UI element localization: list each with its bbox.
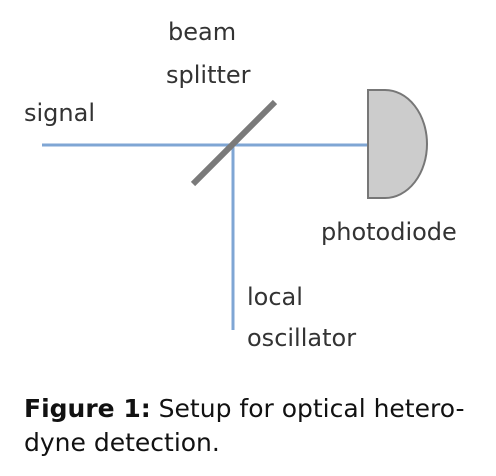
caption-line-1: Figure 1: Setup for optical hetero- <box>24 392 474 426</box>
photodiode-icon <box>367 89 428 199</box>
beam-splitter-label-line2: splitter <box>166 61 251 89</box>
caption-figure-number: Figure 1: <box>24 394 151 423</box>
local-oscillator-label-line1: local <box>247 283 303 311</box>
figure-caption: Figure 1: Setup for optical hetero- dyne… <box>24 392 474 460</box>
signal-label: signal <box>24 99 95 127</box>
beam-splitter-label-line1: beam <box>168 18 236 46</box>
caption-line-2: dyne detection. <box>24 426 474 460</box>
local-oscillator-label-line2: oscillator <box>247 324 356 352</box>
heterodyne-setup-diagram: beam splitter signal photodiode local os… <box>24 18 457 352</box>
caption-text-line1: Setup for optical hetero- <box>150 394 465 423</box>
photodiode-label: photodiode <box>321 218 457 246</box>
caption-text-line2: dyne detection. <box>24 428 220 457</box>
beam-splitter <box>190 99 278 187</box>
